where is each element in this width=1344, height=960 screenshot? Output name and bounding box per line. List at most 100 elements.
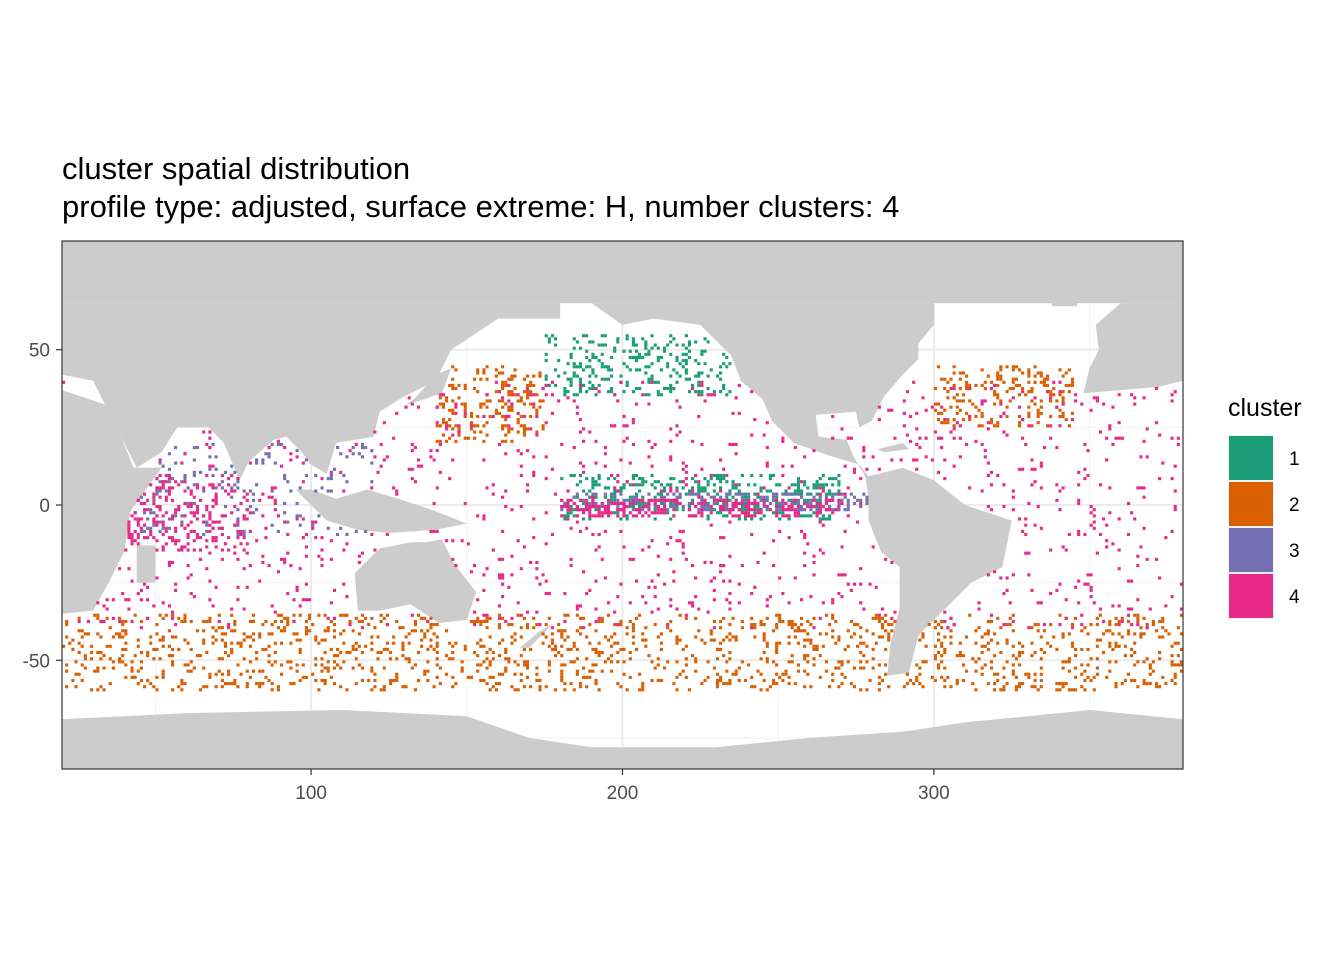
cluster-cell [507,424,511,428]
cluster-cell [463,644,467,648]
cluster-cell [865,688,869,692]
cluster-cell [208,529,212,533]
cluster-cell [793,498,797,502]
cluster-cell [575,508,579,512]
cluster-cell [320,477,324,481]
cluster-cell [208,514,212,518]
cluster-cell [410,442,414,446]
cluster-cell [793,492,797,496]
cluster-cell [765,445,769,450]
cluster-cell [610,498,614,502]
cluster-cell [1030,390,1034,394]
cluster-cell [675,380,679,384]
cluster-cell [351,644,355,648]
cluster-cell [320,486,324,490]
cluster-cell [775,647,779,651]
cluster-cell [1074,675,1078,679]
cluster-cell [370,635,374,639]
cluster-cell [700,371,704,375]
cluster-cell [684,616,688,620]
cluster-cell [859,505,863,509]
cluster-cell [641,337,645,341]
cluster-cell [513,638,517,642]
cluster-cell [1170,477,1174,481]
cluster-cell [186,641,190,645]
cluster-cell [862,445,866,450]
cluster-cell [152,492,156,496]
cluster-cell [1061,660,1065,664]
cluster-cell [666,542,670,546]
cluster-cell [821,505,825,509]
cluster-cell [1092,601,1096,605]
cluster-cell [1002,505,1006,509]
cluster-cell [940,436,944,440]
cluster-cell [728,362,732,366]
cluster-cell [566,514,570,518]
cluster-cell [846,505,850,509]
cluster-cell [697,511,701,515]
cluster-cell [473,623,477,627]
cluster-cell [647,402,651,406]
cluster-cell [759,623,763,627]
cluster-cell [557,623,561,627]
cluster-cell [628,483,632,487]
cluster-cell [734,514,738,518]
cluster-cell [856,623,860,627]
cluster-cell [809,638,813,642]
cluster-cell [796,511,800,515]
cluster-cell [1061,414,1065,419]
cluster-cell [1176,436,1180,440]
cluster-cell [155,539,159,543]
cluster-cell [597,359,601,363]
cluster-cell [750,626,754,630]
cluster-cell [828,477,832,481]
cluster-cell [214,498,218,502]
cluster-cell [684,663,688,667]
cluster-cell [214,467,218,471]
cluster-cell [578,461,583,465]
cluster-cell [494,408,498,412]
cluster-cell [105,644,109,648]
cluster-cell [152,647,156,651]
cluster-cell [597,383,601,387]
cluster-cell [669,505,673,509]
cluster-cell [1120,682,1124,686]
cluster-cell [625,514,629,518]
cluster-cell [432,458,436,462]
cluster-cell [345,480,349,484]
cluster-cell [715,685,720,689]
cluster-cell [220,486,224,490]
cluster-cell [582,666,586,670]
cluster-cell [261,458,265,462]
cluster-cell [1114,623,1118,627]
cluster-cell [525,483,530,487]
cluster-cell [329,477,333,481]
cluster-cell [585,492,589,496]
cluster-cell [687,377,691,381]
cluster-cell [961,678,966,683]
cluster-cell [933,386,937,391]
cluster-cell [880,678,885,683]
cluster-cell [818,486,822,490]
cluster-cell [771,678,776,683]
cluster-cell [65,669,69,673]
cluster-cell [435,486,439,490]
cluster-cell [653,666,657,670]
cluster-cell [1021,644,1025,648]
cluster-cell [497,399,502,403]
cluster-cell [594,548,598,552]
cluster-cell [1070,626,1075,630]
cluster-cell [1027,411,1031,415]
cluster-cell [426,619,430,624]
cluster-cell [594,480,598,484]
cluster-cell [1011,613,1015,617]
cluster-cell [781,464,785,468]
cluster-cell [672,498,676,502]
cluster-cell [65,685,69,689]
cluster-cell [691,486,695,490]
cluster-cell [273,641,277,645]
cluster-cell [308,613,312,617]
cluster-cell [831,616,835,620]
cluster-cell [778,616,782,620]
cluster-cell [787,517,791,521]
